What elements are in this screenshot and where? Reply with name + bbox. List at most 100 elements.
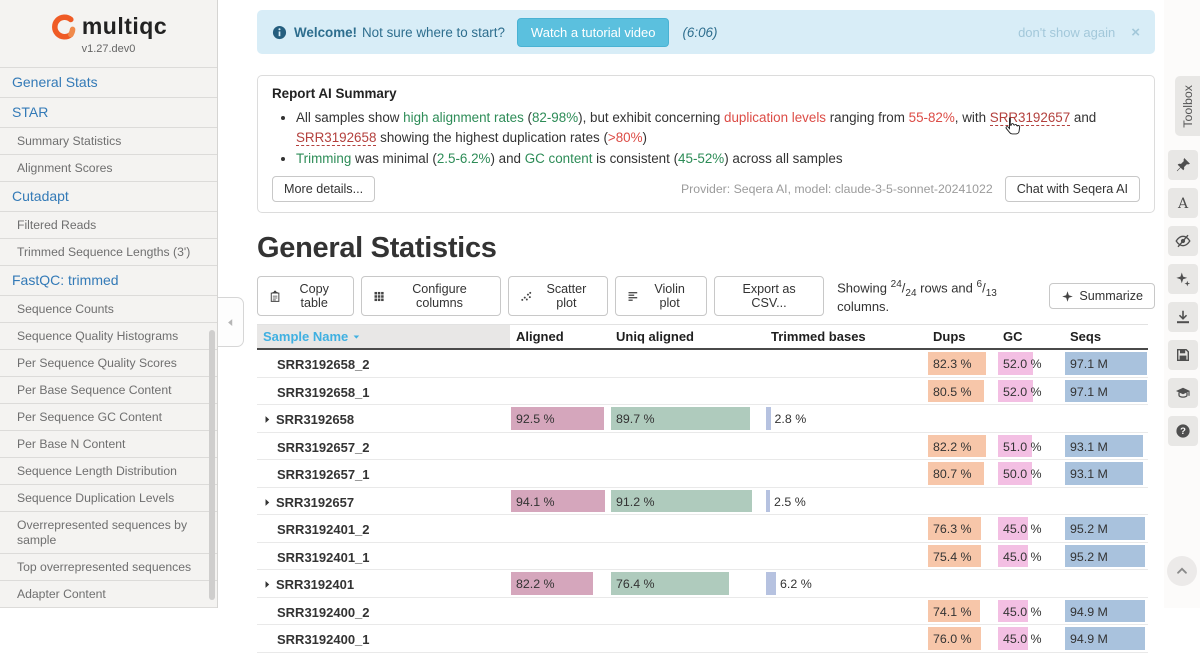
multiqc-logo[interactable]: multiqc [0, 0, 217, 40]
sample-name[interactable]: SRR3192401 [257, 570, 510, 597]
ai-text-segment: 45-52% [678, 151, 725, 167]
gc-bar [998, 379, 1033, 403]
grid-icon [374, 291, 384, 301]
ai-text-segment: Trimming [296, 151, 352, 167]
aligned-value: 94.1 % [516, 494, 555, 509]
sidebar-item-cutadapt[interactable]: Cutadapt [0, 182, 217, 212]
copy-table-button[interactable]: Copy table [257, 276, 355, 317]
sample-name[interactable]: SRR3192657 [257, 488, 510, 515]
sidebar-item-top-overrepresented-sequences[interactable]: Top overrepresented sequences [0, 554, 217, 581]
sample-link-srr3192658[interactable]: SRR3192658 [296, 130, 377, 147]
sidebar-scrollbar[interactable] [209, 330, 215, 600]
sidebar-item-sequence-counts[interactable]: Sequence Counts [0, 296, 217, 323]
sample-link-srr3192657[interactable]: SRR3192657 [989, 110, 1071, 126]
sidebar-item-per-sequence-gc-content[interactable]: Per Sequence GC Content [0, 404, 217, 431]
table-row-count: Showing 24/24 rows and 6/13 columns. [837, 278, 997, 314]
sidebar-item-sequence-quality-histograms[interactable]: Sequence Quality Histograms [0, 323, 217, 350]
toolbox-highlight-pin-button[interactable] [1168, 150, 1198, 180]
dups-value: 76.0 % [933, 632, 972, 647]
logo-text: multiqc [81, 13, 168, 39]
sample-name[interactable]: SRR3192658 [257, 405, 510, 432]
cell-aligned [510, 350, 610, 377]
sample-name[interactable]: SRR3192657_2 [257, 433, 510, 460]
violin-plot-button[interactable]: Violin plot [615, 276, 707, 317]
sample-name-label: SRR3192658_1 [277, 384, 370, 400]
button-label: Configure columns [412, 282, 467, 311]
toolbox-tab[interactable]: Toolbox [1175, 76, 1200, 136]
sidebar-item-sequence-duplication-levels[interactable]: Sequence Duplication Levels [0, 485, 217, 512]
sample-name-label: SRR3192401_2 [277, 522, 370, 538]
cell-trimmed [765, 433, 927, 460]
watch-tutorial-button[interactable]: Watch a tutorial video [516, 17, 670, 47]
rows-total: 24 [905, 287, 917, 299]
sample-name-label: SRR3192658 [276, 412, 355, 428]
sidebar-item-summary-statistics[interactable]: Summary Statistics [0, 128, 217, 155]
button-label: Violin plot [654, 282, 685, 311]
sidebar-item-overrepresented-sequences-by-sample[interactable]: Overrepresented sequences by sample [0, 512, 217, 554]
export-as-csv-button[interactable]: Export as CSV... [713, 276, 825, 317]
chat-with-seqera-button[interactable]: Chat with Seqera AI [1004, 176, 1140, 203]
sidebar-item-filtered-reads[interactable]: Filtered Reads [0, 212, 217, 239]
summarize-button[interactable]: Summarize [1049, 283, 1155, 310]
configure-columns-button[interactable]: Configure columns [361, 276, 501, 317]
sidebar-item-trimmed-sequence-lengths-3[interactable]: Trimmed Sequence Lengths (3') [0, 239, 217, 266]
column-header-trimmed[interactable]: Trimmed bases [765, 325, 927, 348]
more-details-button[interactable]: More details... [272, 176, 376, 203]
column-header-aligned[interactable]: Aligned [510, 325, 610, 348]
sidebar-collapse-handle[interactable] [218, 297, 244, 347]
aligned-bar [511, 407, 604, 430]
close-icon[interactable]: × [1131, 23, 1140, 41]
sample-name[interactable]: SRR3192400_2 [257, 598, 510, 625]
cell-seqs: 95.2 M [1064, 543, 1148, 570]
ai-text-segment: GC content [524, 151, 593, 167]
sample-name[interactable]: SRR3192657_1 [257, 460, 510, 487]
sidebar-item-adapter-content[interactable]: Adapter Content [0, 581, 217, 608]
cell-aligned: 92.5 % [510, 405, 610, 432]
toolbox-tutorials-graduation-cap-button[interactable] [1168, 378, 1198, 408]
toolbox-rename-font-button[interactable]: A [1168, 188, 1198, 218]
dups-value: 82.2 % [933, 439, 972, 454]
dont-show-again-link[interactable]: don't show again [1018, 24, 1116, 40]
sample-name[interactable]: SRR3192658_2 [257, 350, 510, 377]
column-header-uniq[interactable]: Uniq aligned [610, 325, 765, 348]
sample-name[interactable]: SRR3192401_2 [257, 515, 510, 542]
gc-bar [998, 434, 1033, 458]
scroll-to-top-button[interactable] [1167, 556, 1197, 586]
cell-seqs: 95.2 M [1064, 515, 1148, 542]
column-header-dups[interactable]: Dups [927, 325, 997, 348]
cell-gc [997, 405, 1064, 432]
sample-name[interactable]: SRR3192658_1 [257, 378, 510, 405]
scatter-plot-button[interactable]: Scatter plot [507, 276, 609, 317]
cell-seqs: 93.1 M [1064, 460, 1148, 487]
sidebar-item-per-base-sequence-content[interactable]: Per Base Sequence Content [0, 377, 217, 404]
sidebar-item-general-stats[interactable]: General Stats [0, 67, 217, 98]
sidebar-item-per-sequence-quality-scores[interactable]: Per Sequence Quality Scores [0, 350, 217, 377]
cell-uniq [610, 598, 765, 625]
gc-value: 45.0 % [1003, 522, 1042, 537]
toolbox-save-config-button[interactable] [1168, 340, 1198, 370]
uniq-value: 91.2 % [616, 494, 655, 509]
toolbox-ai-sparkle-button[interactable] [1168, 264, 1198, 294]
sample-name[interactable]: SRR3192401_1 [257, 543, 510, 570]
sidebar-item-star[interactable]: STAR [0, 98, 217, 128]
cell-uniq: 76.4 % [610, 570, 765, 597]
toolbox-hide-samples-eye-slash-button[interactable] [1168, 226, 1198, 256]
sidebar-item-per-base-n-content[interactable]: Per Base N Content [0, 431, 217, 458]
sample-name-label: SRR3192657_2 [277, 439, 370, 455]
toolbox-export-download-button[interactable] [1168, 302, 1198, 332]
sidebar-item-alignment-scores[interactable]: Alignment Scores [0, 155, 217, 182]
sidebar-item-fastqc-trimmed[interactable]: FastQC: trimmed [0, 266, 217, 296]
column-header-label: Trimmed bases [771, 329, 866, 345]
column-header-sample[interactable]: Sample Name [257, 325, 510, 349]
cell-trimmed: 6.2 % [765, 570, 927, 597]
sample-name[interactable]: SRR3192400_1 [257, 625, 510, 652]
toolbox-help-question-button[interactable]: ? [1168, 416, 1198, 446]
gc-value: 45.0 % [1003, 604, 1042, 619]
table-row-srr3192657: SRR3192657 94.1 % 91.2 % 2.5 % [257, 488, 1148, 516]
sidebar-item-sequence-length-distribution[interactable]: Sequence Length Distribution [0, 458, 217, 485]
column-header-gc[interactable]: GC [997, 325, 1064, 348]
svg-text:?: ? [1180, 426, 1186, 437]
seqs-bar [1065, 544, 1145, 568]
cell-trimmed [765, 460, 927, 487]
column-header-seqs[interactable]: Seqs [1064, 325, 1148, 348]
